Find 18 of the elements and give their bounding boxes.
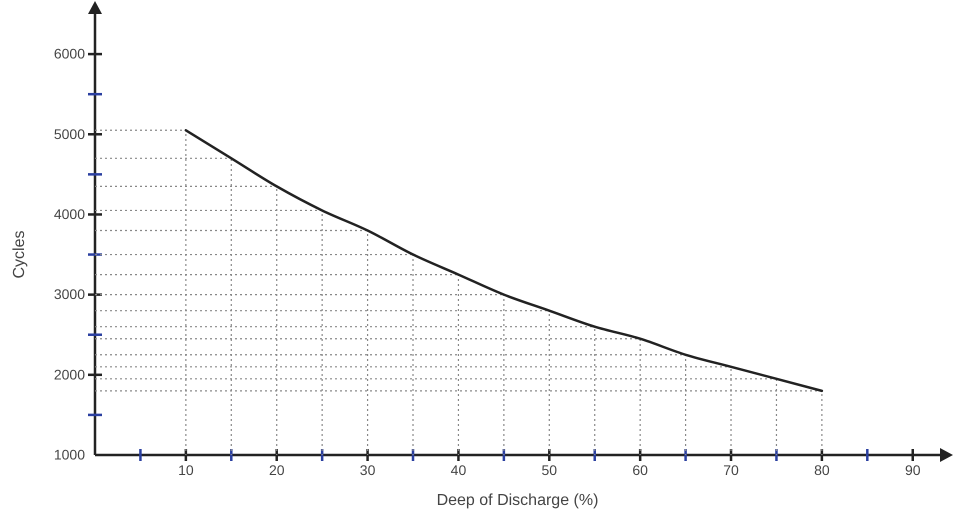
y-tick-label: 5000 [54, 126, 86, 142]
x-tick-label: 30 [360, 462, 376, 478]
x-tick-label: 50 [542, 462, 558, 478]
x-tick-label: 20 [268, 462, 285, 478]
y-tick-label: 2000 [54, 366, 86, 382]
x-tick-label: 70 [723, 462, 740, 478]
line-series [184, 129, 824, 392]
y-tick-label: 4000 [54, 206, 86, 222]
x-tick-label: 90 [904, 462, 921, 478]
y-tick-label: 6000 [54, 46, 86, 62]
y-tick-label: 3000 [54, 286, 86, 302]
x-tick-label: 10 [178, 462, 194, 478]
x-tick-label: 40 [450, 462, 466, 478]
y-axis-title: Cycles [11, 230, 28, 279]
x-axis-title: Deep of Discharge (%) [436, 492, 598, 509]
y-tick-label: 1000 [54, 446, 86, 462]
x-tick-label: 80 [814, 462, 830, 478]
x-tick-label: 60 [632, 462, 648, 478]
